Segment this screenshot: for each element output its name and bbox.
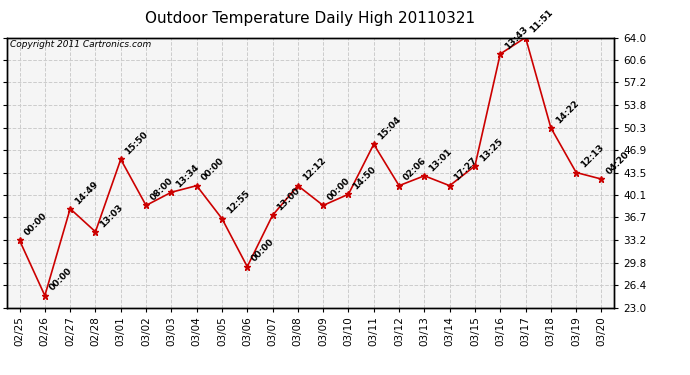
Text: 12:55: 12:55	[225, 189, 251, 216]
Text: 14:22: 14:22	[553, 98, 580, 125]
Text: 13:43: 13:43	[503, 24, 530, 51]
Text: 13:01: 13:01	[427, 147, 453, 173]
Text: 12:13: 12:13	[579, 143, 606, 170]
Text: 13:00: 13:00	[275, 186, 302, 213]
Text: 13:03: 13:03	[98, 202, 125, 229]
Text: 11:51: 11:51	[529, 8, 555, 35]
Text: 14:49: 14:49	[73, 179, 100, 206]
Text: 00:00: 00:00	[199, 157, 226, 183]
Text: 04:20: 04:20	[604, 150, 631, 176]
Text: 00:00: 00:00	[250, 238, 276, 264]
Text: Copyright 2011 Cartronics.com: Copyright 2011 Cartronics.com	[10, 40, 151, 49]
Text: 13:25: 13:25	[477, 136, 504, 163]
Text: 15:50: 15:50	[124, 130, 150, 156]
Text: 15:04: 15:04	[377, 115, 403, 141]
Text: 00:00: 00:00	[22, 211, 48, 237]
Text: 13:34: 13:34	[174, 163, 201, 189]
Text: 08:00: 08:00	[149, 176, 175, 203]
Text: 12:12: 12:12	[301, 156, 327, 183]
Text: Outdoor Temperature Daily High 20110321: Outdoor Temperature Daily High 20110321	[146, 11, 475, 26]
Text: 17:27: 17:27	[453, 156, 480, 183]
Text: 00:00: 00:00	[48, 267, 74, 293]
Text: 02:06: 02:06	[402, 156, 428, 183]
Text: 14:50: 14:50	[351, 165, 378, 192]
Text: 00:00: 00:00	[326, 176, 352, 203]
